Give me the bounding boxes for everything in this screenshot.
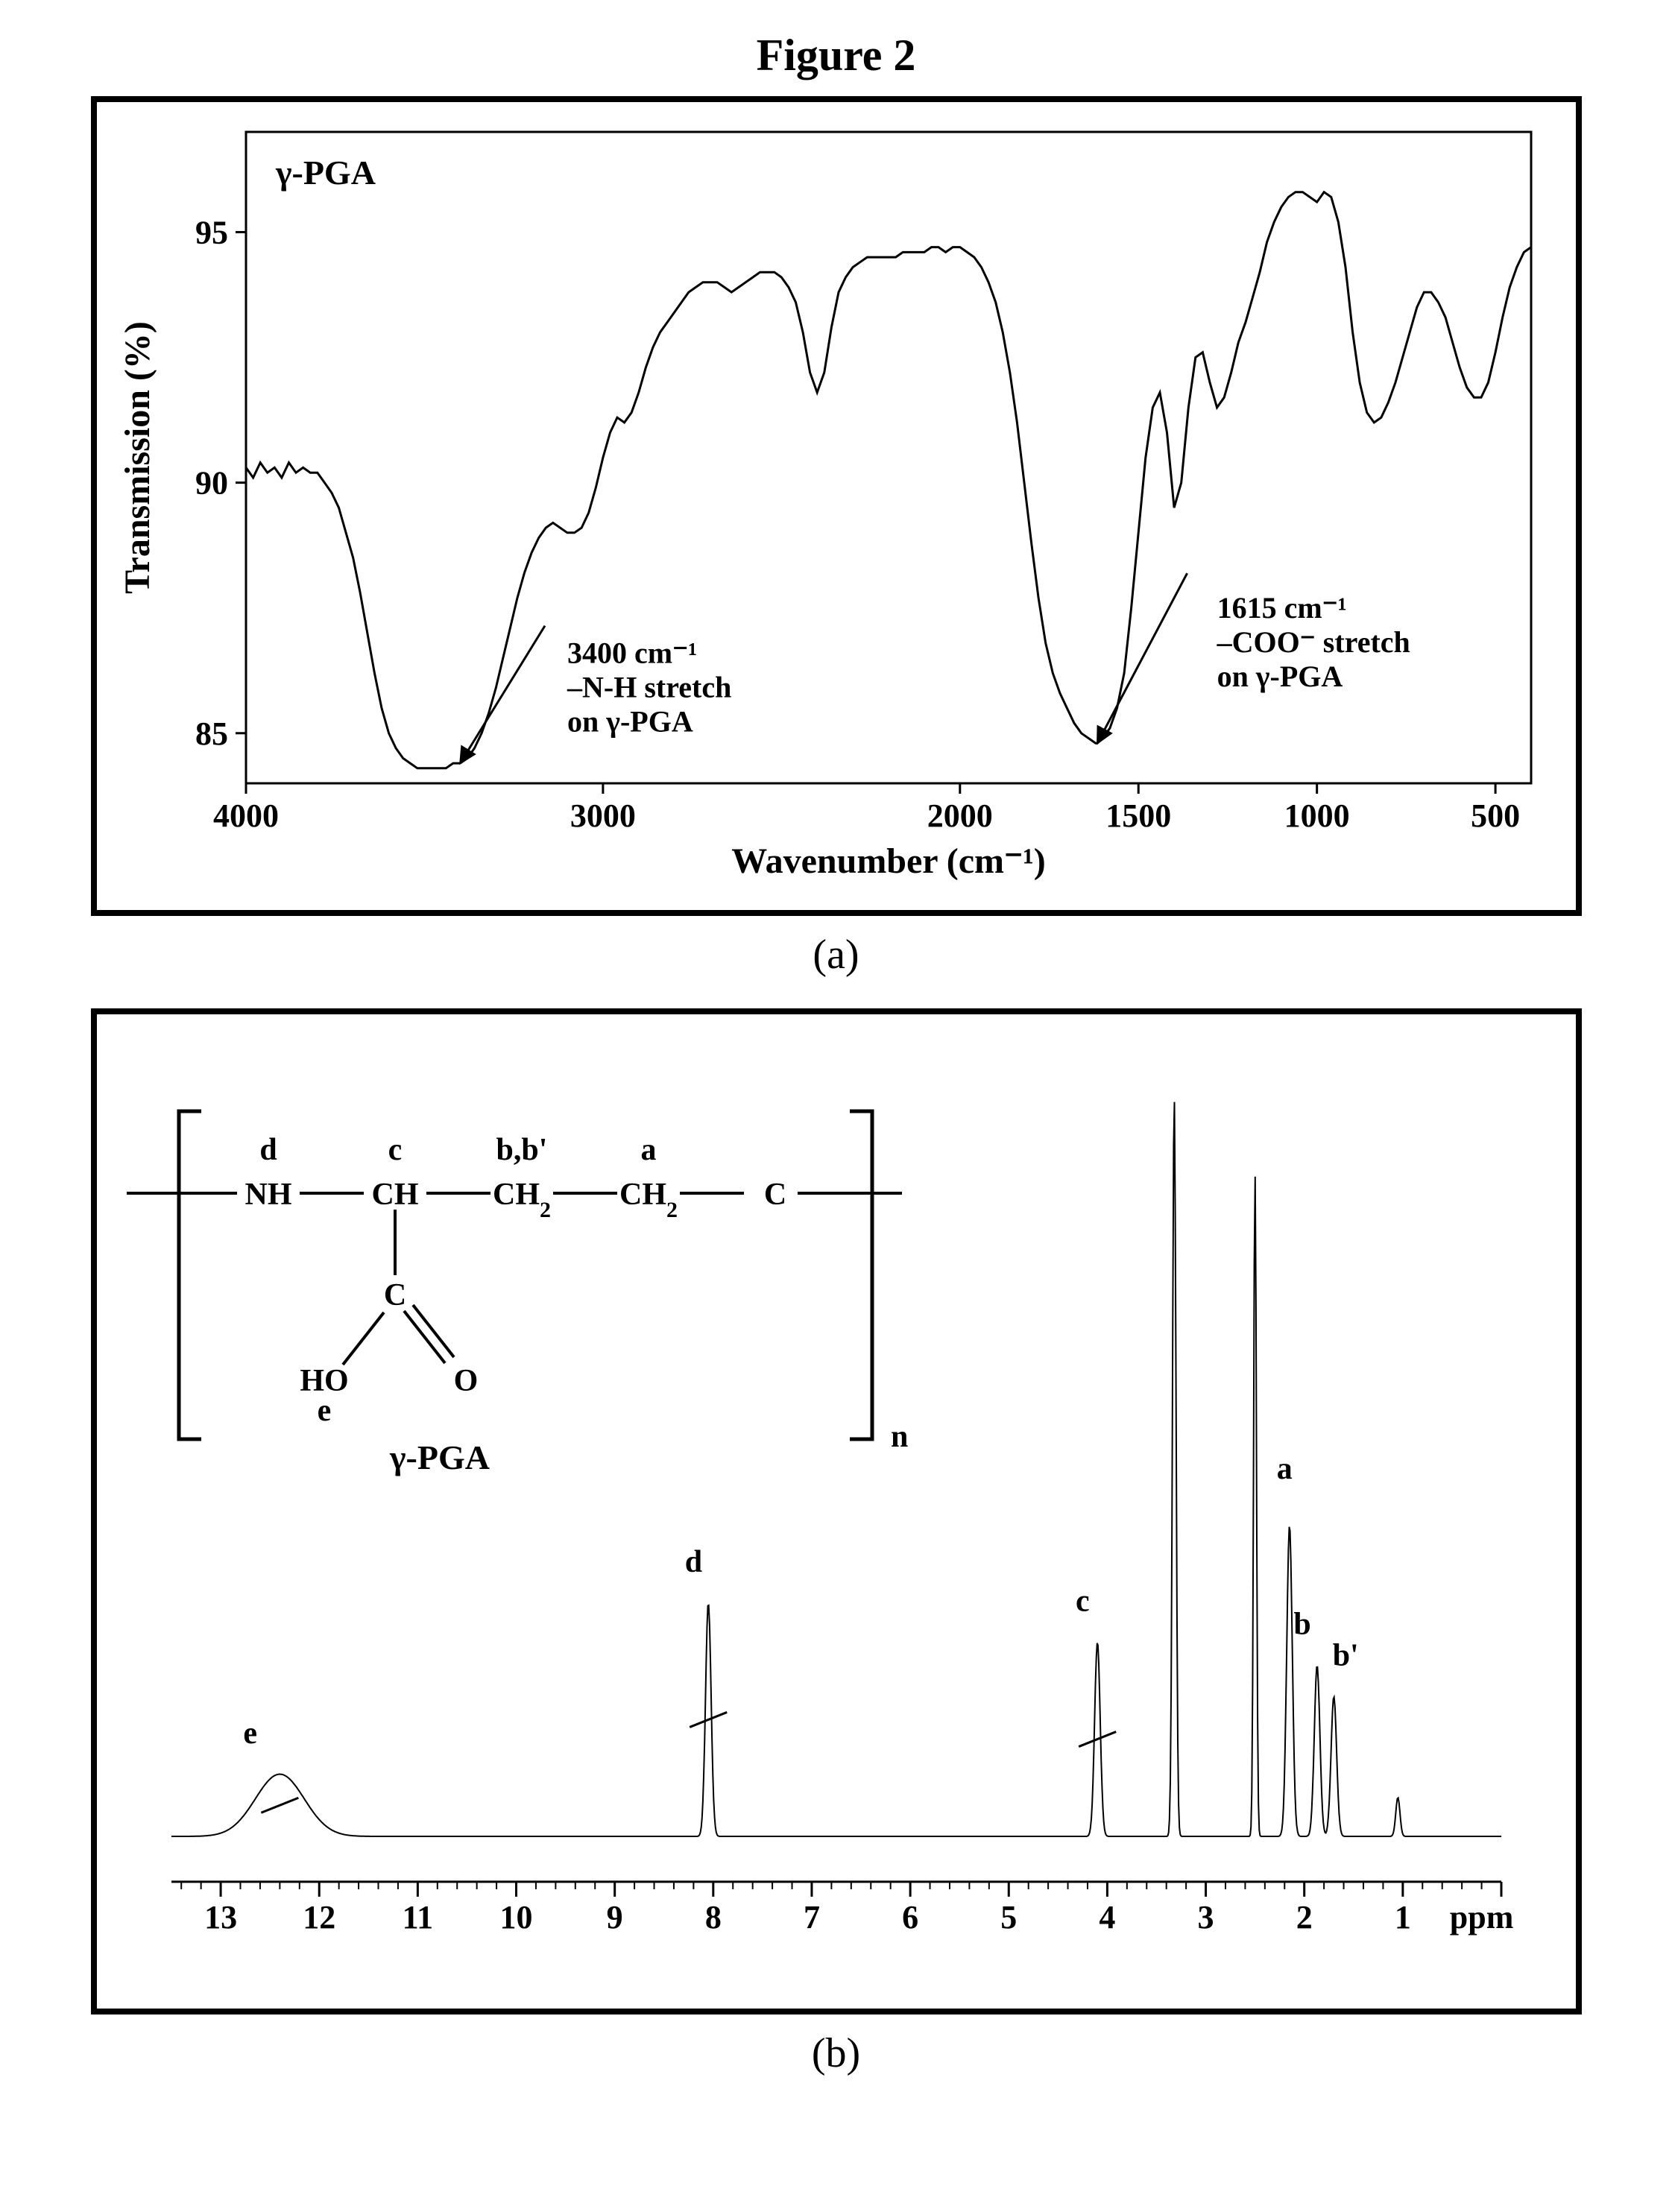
x-tick-label: 4000 <box>213 797 279 834</box>
annotation-arrow <box>460 626 545 763</box>
panel-a: 85 90 95 Transmission (%) 4000 3000 2000 1500 10… <box>91 96 1582 916</box>
nmr-x-tick-label: 13 <box>204 1899 237 1935</box>
annotation-text: on γ-PGA <box>567 705 693 739</box>
x-tick-label: 1500 <box>1105 797 1171 834</box>
svg-text:e: e <box>317 1394 331 1428</box>
nmr-peak-label: d <box>684 1545 701 1579</box>
nmr-spectrum-trace <box>171 1102 1501 1836</box>
annotation-text: 3400 cm⁻¹ <box>567 636 697 670</box>
annotation-arrow <box>1097 573 1187 743</box>
svg-text:c: c <box>388 1133 402 1167</box>
annotation-text: on γ-PGA <box>1217 660 1343 693</box>
svg-text:CH: CH <box>371 1178 418 1212</box>
x-tick-label: 1000 <box>1284 797 1349 834</box>
x-tick-label: 2000 <box>927 797 992 834</box>
svg-text:d: d <box>259 1133 277 1167</box>
panel-a-caption: (a) <box>60 931 1612 979</box>
y-axis-label: Transmission (%) <box>118 321 157 594</box>
figure-title: Figure 2 <box>60 30 1612 81</box>
nmr-spectrum-svg: NHdCHcCH2b,b'CH2aCnCHOeOγ-PGAedcabb'1312… <box>97 1014 1576 2009</box>
nmr-x-axis-label: ppm <box>1449 1899 1513 1935</box>
annotation-text: 1615 cm⁻¹ <box>1217 591 1346 625</box>
svg-text:CH2: CH2 <box>619 1178 678 1222</box>
nmr-x-tick-label: 3 <box>1197 1899 1214 1935</box>
svg-text:O: O <box>453 1364 478 1398</box>
svg-text:C: C <box>383 1278 406 1312</box>
nmr-x-tick-label: 6 <box>902 1899 918 1935</box>
nmr-x-tick-label: 10 <box>499 1899 532 1935</box>
nmr-x-tick-label: 9 <box>606 1899 622 1935</box>
structure-compound-label: γ-PGA <box>389 1438 490 1476</box>
svg-text:C: C <box>763 1178 786 1212</box>
nmr-x-tick-label: 8 <box>704 1899 721 1935</box>
panel-b-caption: (b) <box>60 2029 1612 2077</box>
panel-b: NHdCHcCH2b,b'CH2aCnCHOeOγ-PGAedcabb'1312… <box>91 1008 1582 2014</box>
svg-text:CH2: CH2 <box>493 1178 551 1222</box>
svg-text:n: n <box>891 1420 908 1454</box>
annotation-text: –N-H stretch <box>567 671 731 704</box>
x-tick-label: 3000 <box>570 797 635 834</box>
annotation-text: –COO⁻ stretch <box>1216 625 1410 659</box>
nmr-x-tick-label: 4 <box>1099 1899 1115 1935</box>
nmr-x-tick-label: 1 <box>1394 1899 1410 1935</box>
x-axis-label: Wavenumber (cm⁻¹) <box>731 841 1045 881</box>
nmr-x-tick-label: 7 <box>803 1899 819 1935</box>
nmr-x-tick-label: 11 <box>402 1899 433 1935</box>
nmr-x-tick-label: 5 <box>1000 1899 1017 1935</box>
y-tick-label: 95 <box>195 214 228 250</box>
y-tick-label: 85 <box>195 715 228 752</box>
svg-text:a: a <box>640 1133 656 1167</box>
nmr-peak-label: a <box>1276 1452 1292 1486</box>
nmr-peak-label: b <box>1293 1608 1310 1642</box>
y-tick-label: 90 <box>195 465 228 502</box>
chemical-structure: NHdCHcCH2b,b'CH2aCnCHOeOγ-PGA <box>127 1111 908 1476</box>
nmr-peak-label: c <box>1076 1584 1090 1618</box>
nmr-peak-label: e <box>243 1716 257 1751</box>
nmr-x-tick-label: 2 <box>1296 1899 1312 1935</box>
x-tick-label: 500 <box>1471 797 1520 834</box>
ir-spectrum-svg: 85 90 95 Transmission (%) 4000 3000 2000 1500 10… <box>97 102 1576 910</box>
svg-text:NH: NH <box>245 1178 291 1212</box>
nmr-peak-label: b' <box>1332 1638 1358 1672</box>
nmr-x-tick-label: 12 <box>303 1899 335 1935</box>
svg-text:b,b': b,b' <box>496 1133 547 1167</box>
compound-label: γ-PGA <box>275 154 376 192</box>
